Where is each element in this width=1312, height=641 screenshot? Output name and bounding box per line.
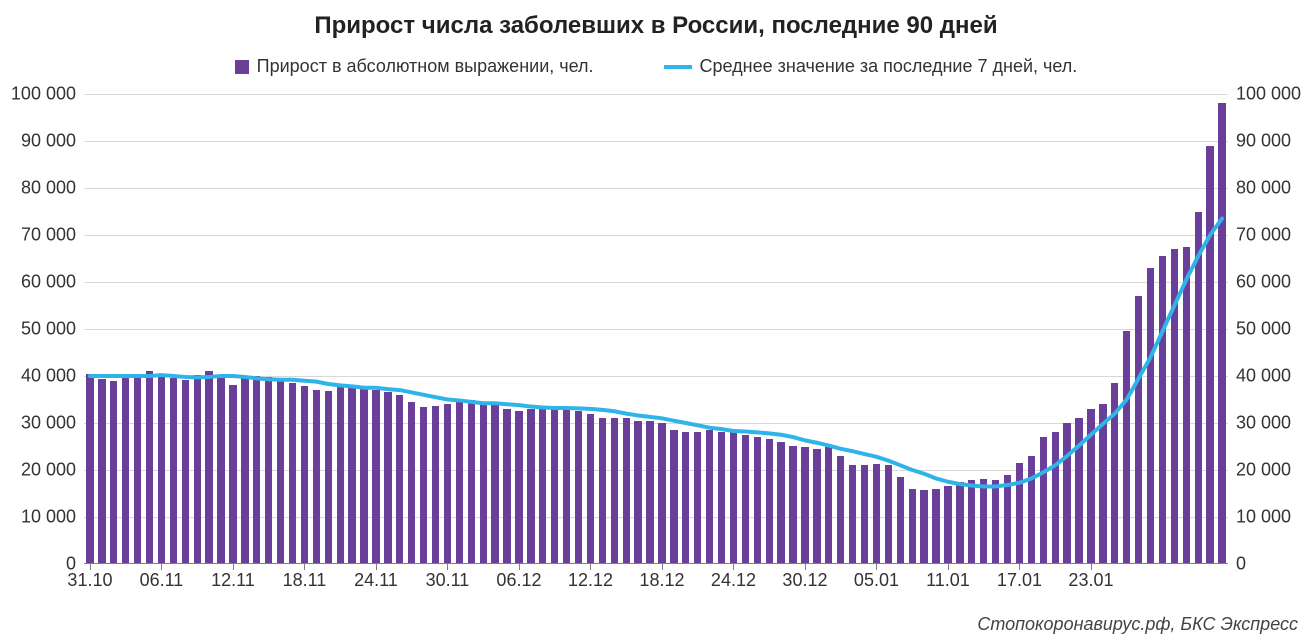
y-tick-label-right: 40 000 — [1228, 366, 1291, 387]
y-tick-label-right: 10 000 — [1228, 507, 1291, 528]
x-tick-mark — [90, 564, 91, 570]
ma7-path — [90, 219, 1222, 487]
y-tick-label: 70 000 — [21, 225, 84, 246]
legend-item-bar: Прирост в абсолютном выражении, чел. — [235, 56, 594, 77]
y-tick-label: 50 000 — [21, 319, 84, 340]
y-tick-label: 100 000 — [11, 84, 84, 105]
legend-label-bar: Прирост в абсолютном выражении, чел. — [257, 56, 594, 77]
x-tick-mark — [447, 564, 448, 570]
y-tick-label-right: 100 000 — [1228, 84, 1301, 105]
y-tick-label-right: 30 000 — [1228, 413, 1291, 434]
legend: Прирост в абсолютном выражении, чел. Сре… — [0, 56, 1312, 77]
chart-title: Прирост числа заболевших в России, после… — [0, 12, 1312, 40]
y-tick-label-right: 0 — [1228, 554, 1246, 575]
y-tick-label: 80 000 — [21, 178, 84, 199]
source-label: Стопокоронавирус.рф, БКС Экспресс — [977, 614, 1298, 634]
y-tick-label-right: 60 000 — [1228, 272, 1291, 293]
y-tick-label: 60 000 — [21, 272, 84, 293]
x-tick-mark — [519, 564, 520, 570]
ma7-line — [84, 94, 1228, 564]
x-tick-mark — [662, 564, 663, 570]
x-tick-mark — [304, 564, 305, 570]
legend-swatch-bar — [235, 60, 249, 74]
x-tick-mark — [805, 564, 806, 570]
x-tick-mark — [161, 564, 162, 570]
plot-area: 010 00020 00030 00040 00050 00060 00070 … — [84, 94, 1228, 564]
legend-swatch-line — [664, 65, 692, 69]
y-tick-label-right: 20 000 — [1228, 460, 1291, 481]
y-tick-label-right: 90 000 — [1228, 131, 1291, 152]
cases-chart: Прирост числа заболевших в России, после… — [0, 0, 1312, 641]
chart-title-text: Прирост числа заболевших в России, после… — [314, 12, 997, 39]
y-tick-label: 30 000 — [21, 413, 84, 434]
y-tick-label: 40 000 — [21, 366, 84, 387]
y-tick-label: 10 000 — [21, 507, 84, 528]
legend-label-line: Среднее значение за последние 7 дней, че… — [700, 56, 1078, 77]
y-tick-label-right: 50 000 — [1228, 319, 1291, 340]
y-tick-label-right: 80 000 — [1228, 178, 1291, 199]
x-tick-mark — [733, 564, 734, 570]
y-tick-label-right: 70 000 — [1228, 225, 1291, 246]
x-tick-mark — [233, 564, 234, 570]
x-tick-mark — [1019, 564, 1020, 570]
x-tick-mark — [876, 564, 877, 570]
source-text: Стопокоронавирус.рф, БКС Экспресс — [977, 614, 1298, 635]
y-tick-label: 90 000 — [21, 131, 84, 152]
x-tick-mark — [1091, 564, 1092, 570]
legend-item-line: Среднее значение за последние 7 дней, че… — [664, 56, 1078, 77]
x-tick-mark — [590, 564, 591, 570]
y-tick-label: 20 000 — [21, 460, 84, 481]
plot-inner: 010 00020 00030 00040 00050 00060 00070 … — [84, 94, 1228, 564]
x-tick-mark — [376, 564, 377, 570]
x-tick-mark — [948, 564, 949, 570]
